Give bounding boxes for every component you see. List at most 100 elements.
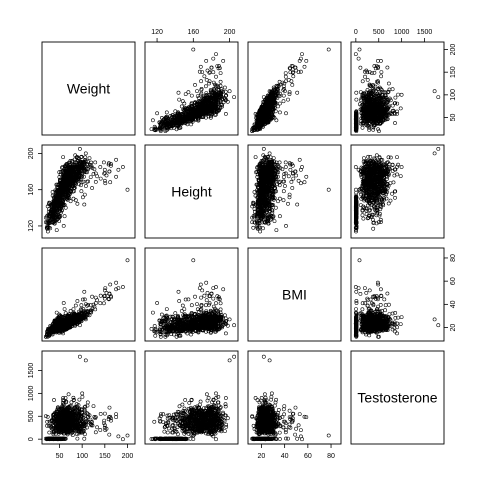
- data-point: [155, 111, 160, 116]
- data-point: [191, 47, 196, 52]
- data-point: [218, 71, 223, 76]
- data-point: [201, 97, 206, 102]
- data-point: [194, 105, 199, 110]
- data-point: [214, 74, 218, 79]
- data-point: [211, 86, 216, 91]
- data-point: [281, 99, 286, 104]
- variable-label-weight: Weight: [67, 81, 110, 97]
- data-point: [162, 119, 166, 124]
- data-point: [211, 80, 216, 85]
- data-point: [176, 110, 181, 115]
- data-point: [209, 65, 214, 70]
- data-point: [207, 79, 212, 84]
- data-point: [170, 121, 174, 126]
- data-point: [176, 90, 181, 95]
- data-point: [204, 91, 209, 96]
- data-point: [183, 92, 188, 97]
- panel-frame: [247, 41, 342, 136]
- data-point: [189, 109, 194, 114]
- data-point: [213, 84, 218, 89]
- data-point: [212, 82, 217, 87]
- data-point: [164, 122, 169, 127]
- data-point: [179, 121, 183, 126]
- data-point: [205, 95, 210, 100]
- data-point: [179, 104, 184, 109]
- data-point: [163, 115, 168, 120]
- data-point: [190, 117, 195, 122]
- data-point: [199, 87, 204, 91]
- data-point: [164, 110, 169, 115]
- data-point: [175, 112, 180, 116]
- data-point: [222, 85, 227, 90]
- data-point: [185, 122, 190, 127]
- data-point: [195, 111, 200, 115]
- data-point: [182, 101, 187, 106]
- data-point: [213, 96, 218, 101]
- data-point: [206, 109, 211, 113]
- data-point: [221, 59, 226, 63]
- panel-weight-vs-bmi: [247, 41, 342, 136]
- data-point: [214, 52, 218, 57]
- data-point: [197, 111, 202, 115]
- data-point: [195, 89, 199, 94]
- data-point: [207, 70, 212, 75]
- data-point: [224, 93, 229, 98]
- panel-weight-vs-height: [144, 41, 239, 136]
- data-point: [178, 114, 183, 119]
- data-point: [184, 112, 189, 117]
- data-point: [211, 90, 216, 95]
- data-point: [173, 119, 178, 124]
- data-point: [177, 97, 182, 102]
- data-point: [210, 110, 215, 114]
- data-point: [204, 111, 209, 116]
- data-point: [198, 93, 203, 98]
- data-point: [202, 104, 207, 109]
- data-point: [202, 74, 207, 79]
- data-point: [204, 106, 209, 111]
- data-point: [216, 105, 220, 110]
- data-point: [150, 118, 155, 123]
- data-point: [214, 92, 218, 97]
- data-point: [216, 66, 221, 71]
- data-point: [196, 96, 201, 100]
- panel-frame: [41, 41, 136, 136]
- data-point: [221, 100, 226, 105]
- data-point: [208, 88, 213, 92]
- data-point: [232, 95, 237, 100]
- data-point: [223, 112, 228, 116]
- data-point: [195, 103, 199, 108]
- data-point: [199, 104, 204, 108]
- data-point: [163, 129, 168, 134]
- data-point: [200, 70, 205, 75]
- data-point: [186, 90, 191, 95]
- data-point: [185, 118, 190, 123]
- data-point: [211, 56, 216, 61]
- data-point: [178, 125, 182, 130]
- data-point: [191, 113, 196, 118]
- data-point: [182, 108, 187, 113]
- data-point: [158, 125, 163, 130]
- data-point: [203, 84, 208, 89]
- data-point: [171, 113, 176, 118]
- data-point: [204, 59, 209, 63]
- data-point: [211, 70, 216, 75]
- data-point: [216, 88, 221, 93]
- data-point: [199, 99, 204, 104]
- data-point: [188, 115, 193, 120]
- data-point: [209, 97, 214, 102]
- data-point: [214, 110, 219, 114]
- data-point: [199, 91, 204, 96]
- data-point: [218, 83, 223, 88]
- data-point: [217, 64, 221, 68]
- data-point: [224, 98, 229, 102]
- data-point: [193, 83, 197, 87]
- data-point: [197, 69, 202, 74]
- data-point: [204, 78, 209, 82]
- data-point: [200, 111, 205, 115]
- data-point: [208, 105, 213, 110]
- data-point: [223, 94, 228, 98]
